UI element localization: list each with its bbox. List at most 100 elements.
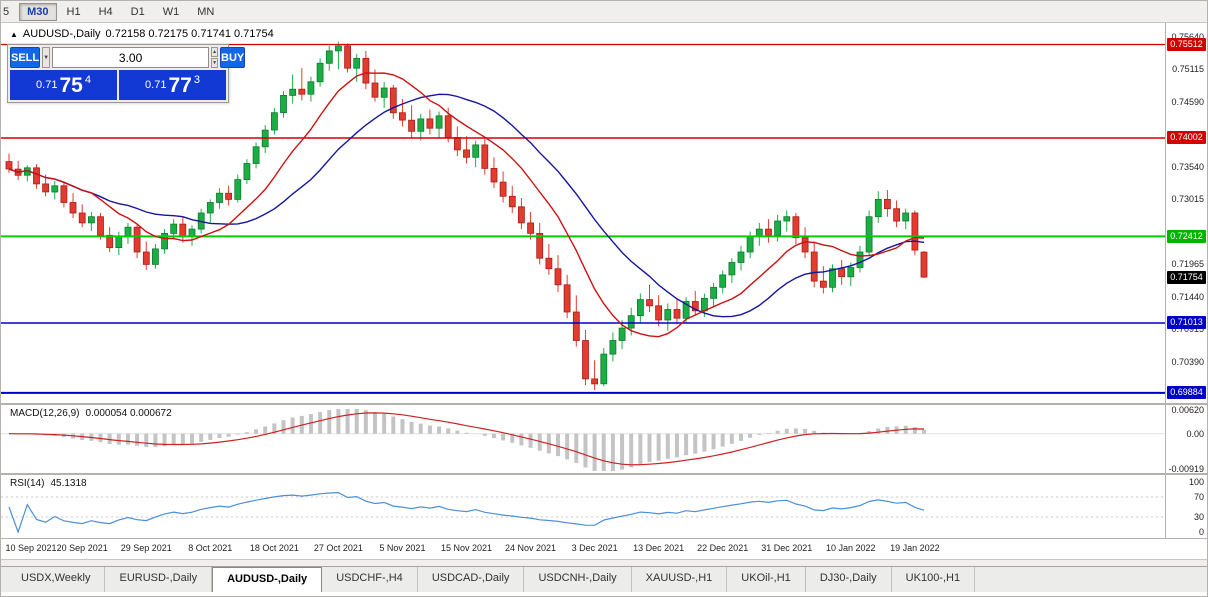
buy-button[interactable]: BUY (220, 47, 246, 68)
price-tick: -0.00919 (1168, 464, 1204, 474)
price-badge: 0.71013 (1167, 316, 1206, 330)
macd-chart-svg (1, 409, 1165, 471)
volume-input[interactable] (52, 47, 210, 68)
date-label: 13 Dec 2021 (633, 543, 685, 553)
macd-values: 0.000054 0.000672 (85, 408, 172, 419)
rsi-header: RSI(14) 45.1318 (10, 478, 87, 489)
rsi-chart-area[interactable] (1, 475, 1165, 544)
macd-chart-area[interactable] (1, 405, 1165, 480)
date-label: 5 Nov 2021 (379, 543, 426, 553)
symbol-marker-icon: ▲ (10, 29, 18, 39)
price-tick: 0.74590 (1171, 96, 1204, 107)
price-tick: 0.75115 (1172, 64, 1204, 75)
chart-tab-usdcad-daily[interactable]: USDCAD-,Daily (418, 567, 525, 592)
chart-quotes: 0.72158 0.72175 0.71741 0.71754 (105, 28, 274, 40)
chart-tab-dj30-daily[interactable]: DJ30-,Daily (806, 567, 892, 592)
timeframe-button-mn[interactable]: MN (189, 3, 222, 21)
date-label: 31 Dec 2021 (761, 543, 813, 553)
date-label: 18 Oct 2021 (249, 543, 299, 553)
price-axis[interactable]: 0.75640 0.75115 0.74590 0.73540 0.73015 0.719… (1165, 23, 1207, 403)
sell-button[interactable]: SELL (10, 47, 41, 68)
macd-axis[interactable]: 0.00620 0.00 -0.00919 (1165, 405, 1207, 474)
price-badge: 0.71754 (1167, 270, 1206, 284)
buy-price-button[interactable]: 0.71 77 3 (119, 70, 226, 100)
price-badge: 0.72412 (1167, 229, 1206, 243)
volume-dropdown-button[interactable]: ▼ (42, 47, 51, 68)
timeframe-button-w1[interactable]: W1 (155, 3, 188, 21)
candlestick-chart-svg (1, 41, 1165, 394)
chart-tab-usdx-weekly[interactable]: USDX,Weekly (7, 567, 106, 592)
rsi-chart-svg (1, 491, 1165, 534)
timeframe-button-d1[interactable]: D1 (123, 3, 153, 21)
price-badge: 0.74002 (1167, 131, 1206, 145)
chart-title: ▲ AUDUSD-,Daily 0.72158 0.72175 0.71741 … (10, 28, 274, 40)
chevron-down-icon: ▼ (212, 60, 218, 66)
sell-price-big: 75 (59, 73, 83, 97)
price-tick: 30 (1193, 512, 1204, 522)
macd-panel: MACD(12,26,9) 0.000054 0.000672 0.00620 0… (1, 405, 1207, 475)
price-badge: 0.69884 (1167, 386, 1206, 400)
buy-price-big: 77 (168, 73, 192, 97)
price-tick: 0.73540 (1171, 161, 1204, 172)
macd-label: MACD(12,26,9) (10, 408, 80, 419)
price-tick: 0.71440 (1171, 291, 1204, 302)
price-tick: 0.70390 (1171, 356, 1204, 367)
sell-price-pipette: 4 (84, 74, 91, 86)
price-tick: 100 (1188, 477, 1204, 487)
chart-tab-audusd-daily[interactable]: AUDUSD-,Daily (212, 567, 323, 592)
rsi-panel: RSI(14) 45.1318 100 70 30 0 (1, 475, 1207, 539)
chevron-up-icon: ▲ (212, 49, 218, 55)
chart-symbol: AUDUSD-,Daily (22, 28, 101, 40)
date-label: 15 Nov 2021 (440, 543, 493, 553)
price-tick: 0.00 (1186, 428, 1204, 439)
chevron-down-icon: ▼ (43, 54, 50, 61)
rsi-label: RSI(14) (10, 478, 45, 489)
chart-tab-usdcnh-daily[interactable]: USDCNH-,Daily (524, 567, 632, 592)
date-label: 22 Dec 2021 (697, 543, 749, 553)
date-label: 10 Jan 2022 (826, 543, 876, 553)
buy-price-pipette: 3 (193, 74, 200, 86)
timeframe-button-h4[interactable]: H4 (91, 3, 121, 21)
buy-price-prefix: 0.71 (145, 79, 167, 91)
main-chart-panel: ▲ AUDUSD-,Daily 0.72158 0.72175 0.71741 … (1, 23, 1207, 405)
date-label: 19 Jan 2022 (890, 543, 940, 553)
date-label: 8 Oct 2021 (188, 543, 233, 553)
chart-tab-xauusd-h1[interactable]: XAUUSD-,H1 (632, 567, 728, 592)
volume-increment-button[interactable]: ▲ (211, 47, 219, 57)
date-label: 10 Sep 2021 (5, 543, 57, 553)
sell-price-prefix: 0.71 (36, 79, 58, 91)
volume-stepper: ▲ ▼ (211, 47, 219, 68)
price-tick: 0 (1198, 527, 1204, 537)
price-tick: 0.75640 (1171, 31, 1204, 42)
timeframe-button-5[interactable]: 5 (0, 3, 17, 21)
price-tick: 0.00620 (1171, 405, 1204, 415)
horizontal-scrollbar[interactable] (1, 559, 1207, 566)
chart-tab-uk100-h1[interactable]: UK100-,H1 (892, 567, 976, 592)
chart-tab-ukoil-h1[interactable]: UKOil-,H1 (727, 567, 806, 592)
date-axis[interactable]: 10 Sep 2021 20 Sep 2021 29 Sep 2021 8 Oct 2… (1, 539, 1207, 559)
candlestick-chart-area[interactable] (1, 23, 1165, 408)
chart-tab-eurusd-daily[interactable]: EURUSD-,Daily (105, 567, 213, 592)
volume-decrement-button[interactable]: ▼ (211, 58, 219, 68)
price-tick: 0.71965 (1171, 259, 1204, 270)
timeframe-button-m30[interactable]: M30 (19, 2, 57, 21)
chart-tab-bar: USDX,Weekly EURUSD-,Daily AUDUSD-,Daily USD… (1, 566, 1207, 592)
price-badge: 0.75512 (1167, 38, 1206, 52)
date-label: 27 Oct 2021 (313, 543, 363, 553)
timeframe-toolbar: 5 M30 H1 H4 D1 W1 MN (1, 1, 1207, 23)
price-tick: 0.73015 (1171, 194, 1204, 205)
macd-header: MACD(12,26,9) 0.000054 0.000672 (10, 408, 172, 419)
date-label: 3 Dec 2021 (571, 543, 618, 553)
price-tick: 70 (1193, 492, 1204, 502)
chart-tab-usdchf-h4[interactable]: USDCHF-,H4 (322, 567, 418, 592)
price-tick: 0.70915 (1171, 324, 1204, 335)
rsi-axis[interactable]: 100 70 30 0 (1165, 475, 1207, 538)
date-label: 20 Sep 2021 (56, 543, 108, 553)
sell-price-button[interactable]: 0.71 75 4 (10, 70, 117, 100)
date-label: 24 Nov 2021 (505, 543, 557, 553)
date-label: 29 Sep 2021 (120, 543, 172, 553)
timeframe-button-h1[interactable]: H1 (59, 3, 89, 21)
rsi-value: 45.1318 (50, 478, 87, 489)
